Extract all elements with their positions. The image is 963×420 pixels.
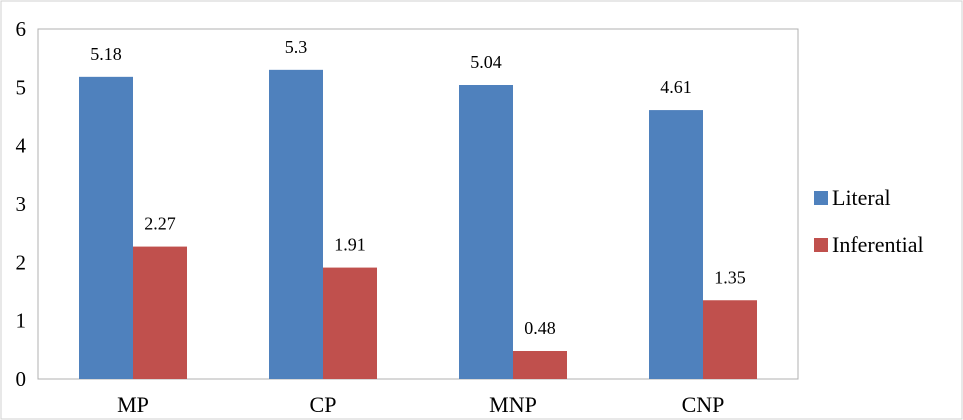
y-tick-label: 1	[16, 309, 27, 333]
x-category-label-cp: CP	[310, 392, 337, 417]
bar-inferential-cp	[323, 267, 377, 379]
bar-literal-mnp	[459, 85, 513, 379]
y-axis-ticks: 0 1 2 3 4 5 6	[16, 17, 27, 391]
y-tick-label: 4	[16, 134, 27, 158]
data-label-literal-cnp: 4.61	[660, 77, 692, 97]
y-tick-label: 6	[16, 17, 27, 41]
bar-literal-cp	[269, 69, 323, 379]
y-tick-label: 3	[16, 192, 27, 216]
data-label-inferential-mnp: 0.48	[524, 318, 556, 338]
data-label-literal-mp: 5.18	[90, 44, 122, 64]
legend-swatch-literal	[814, 191, 828, 205]
legend-swatch-inferential	[814, 238, 828, 252]
data-label-inferential-mp: 2.27	[144, 214, 176, 234]
bar-literal-mp	[79, 76, 133, 379]
legend-label-inferential: Inferential	[832, 232, 924, 257]
bar-literal-cnp	[649, 110, 703, 379]
y-tick-label: 5	[16, 75, 27, 99]
bar-inferential-mnp	[513, 351, 567, 379]
data-label-literal-cp: 5.3	[285, 37, 308, 57]
data-labels: 5.18 2.27 5.3 1.91 5.04 0.48 4.61 1.35	[90, 37, 746, 338]
x-axis-labels: MP CP MNP CNP	[117, 392, 724, 417]
data-label-inferential-cp: 1.91	[334, 235, 366, 255]
y-tick-label: 0	[16, 367, 27, 391]
legend: Literal Inferential	[814, 185, 924, 257]
x-category-label-mnp: MNP	[489, 392, 537, 417]
bar-inferential-mp	[133, 246, 187, 379]
x-category-label-mp: MP	[117, 392, 149, 417]
bar-inferential-cnp	[703, 300, 757, 379]
data-label-literal-mnp: 5.04	[470, 52, 502, 72]
y-tick-label: 2	[16, 250, 27, 274]
x-category-label-cnp: CNP	[682, 392, 725, 417]
data-label-inferential-cnp: 1.35	[714, 267, 746, 287]
legend-label-literal: Literal	[832, 185, 891, 210]
bars	[79, 69, 757, 379]
